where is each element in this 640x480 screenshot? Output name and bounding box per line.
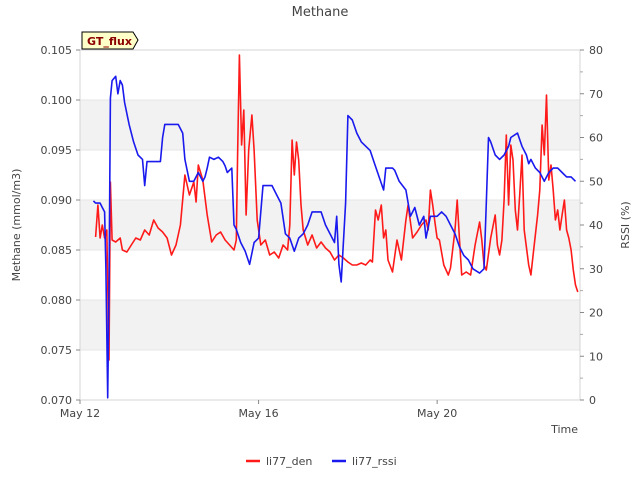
left-tick-label-0: 0.070: [41, 394, 73, 407]
gridlines: [80, 49, 580, 401]
right-tick-label-5: 50: [589, 175, 603, 188]
right-tick-label-0: 0: [589, 394, 596, 407]
left-tick-label-7: 0.105: [41, 44, 73, 57]
right-tick-label-3: 30: [589, 263, 603, 276]
legend-label-li77_den: li77_den: [266, 455, 312, 468]
background-bands: [80, 100, 580, 350]
left-y-ticks: 0.070 0.075 0.080 0.085 0.090 0.095 0.100 0.105: [41, 44, 80, 407]
right-tick-label-2: 20: [589, 307, 603, 320]
left-tick-label-2: 0.080: [41, 294, 73, 307]
x-tick-label-0: May 12: [60, 407, 100, 420]
band-5: [80, 100, 580, 150]
left-tick-label-5: 0.095: [41, 144, 73, 157]
series-line-li77_rssi: [92, 75, 577, 399]
right-y-ticks: 0 10 20 30 40 50 60 70 80: [580, 44, 603, 407]
legend: li77_den li77_rssi: [246, 455, 397, 468]
series-lines: [92, 54, 579, 399]
x-tick-label-1: May 16: [238, 407, 278, 420]
right-tick-label-7: 70: [589, 88, 603, 101]
band-3: [80, 200, 580, 250]
left-tick-label-3: 0.085: [41, 244, 73, 257]
badge-shape: [81, 31, 139, 50]
badge-label: GT_flux: [87, 35, 132, 48]
right-tick-label-8: 80: [589, 44, 603, 57]
chart-title: Methane: [292, 5, 349, 20]
right-tick-label-6: 60: [589, 132, 603, 145]
legend-label-li77_rssi: li77_rssi: [352, 455, 397, 468]
left-tick-label-6: 0.100: [41, 94, 73, 107]
left-tick-label-4: 0.090: [41, 194, 73, 207]
x-axis-label: Time: [550, 423, 578, 436]
right-tick-label-4: 40: [589, 219, 603, 232]
gt-flux-badge: GT_flux: [81, 31, 139, 50]
series-line-li77_den: [94, 54, 579, 361]
y-axis-right-label: RSSI (%): [619, 201, 632, 248]
band-1: [80, 300, 580, 350]
x-ticks: May 12 May 16 May 20: [60, 400, 457, 420]
right-tick-label-1: 10: [589, 350, 603, 363]
x-tick-label-2: May 20: [417, 407, 457, 420]
y-axis-label: Methane (mmol/m3): [10, 169, 23, 282]
left-tick-label-1: 0.075: [41, 344, 73, 357]
